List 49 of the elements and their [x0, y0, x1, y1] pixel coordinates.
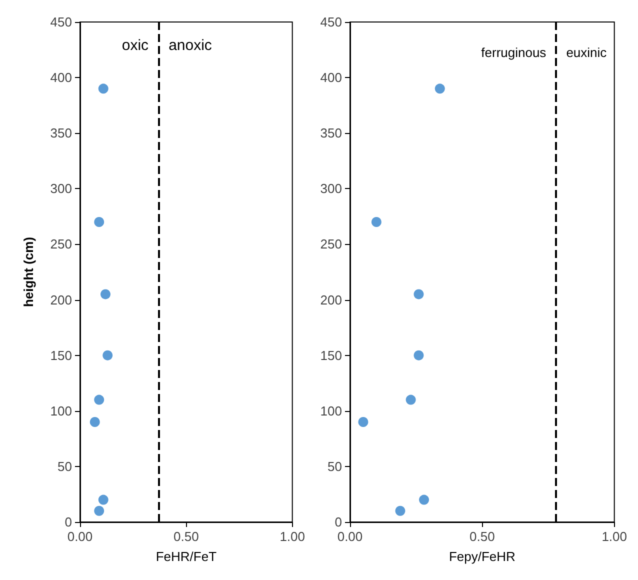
y-tick-label: 150	[50, 348, 72, 363]
y-tick-label: 450	[320, 14, 342, 30]
x-axis-title: FeHR/FeT	[156, 549, 217, 564]
annotation: anoxic	[168, 37, 212, 54]
y-tick-label: 0	[334, 514, 342, 530]
x-tick-label: 0.50	[470, 529, 495, 544]
y-axis-title: height (cm)	[21, 236, 36, 308]
y-tick-label: 200	[50, 292, 72, 308]
point	[358, 417, 368, 427]
point	[406, 394, 416, 405]
y-tick-label: 400	[50, 70, 72, 86]
x-tick-label: 1.00	[602, 529, 628, 544]
y-tick-label: 100	[320, 403, 342, 418]
x-tick-label: 1.00	[280, 529, 306, 544]
y-tick-label: 400	[320, 70, 342, 86]
y-tick-label: 0	[64, 514, 72, 530]
y-tick-label: 50	[58, 458, 72, 474]
point	[395, 506, 406, 516]
x-tick-label: 0.00	[67, 529, 93, 544]
point	[94, 506, 104, 516]
point	[100, 289, 110, 300]
point	[90, 417, 100, 427]
y-tick-label: 100	[50, 403, 72, 418]
y-tick-label: 150	[320, 348, 342, 363]
y-tick-label: 350	[50, 126, 72, 141]
point	[371, 217, 382, 227]
point	[419, 494, 430, 505]
annotation: euxinic	[566, 45, 608, 60]
y-tick-label: 450	[50, 14, 72, 30]
x-axis-title: Fepy/FeHR	[448, 549, 516, 564]
y-tick-label: 250	[50, 236, 72, 252]
point	[98, 494, 108, 505]
annotation: oxic	[122, 37, 150, 54]
point	[94, 217, 104, 227]
y-tick-label: 200	[320, 292, 342, 308]
point	[434, 84, 445, 94]
point	[98, 84, 108, 94]
point	[414, 289, 424, 300]
point	[102, 350, 113, 360]
annotation: ferruginous	[481, 45, 547, 60]
point	[414, 350, 424, 360]
y-tick-label: 250	[320, 236, 342, 252]
point	[94, 394, 104, 405]
y-tick-label: 300	[50, 181, 72, 196]
y-tick-label: 350	[320, 126, 342, 141]
x-tick-label: 0.50	[174, 529, 199, 544]
y-tick-label: 50	[328, 458, 342, 474]
x-tick-label: 0.00	[337, 529, 363, 544]
y-tick-label: 300	[320, 181, 342, 196]
